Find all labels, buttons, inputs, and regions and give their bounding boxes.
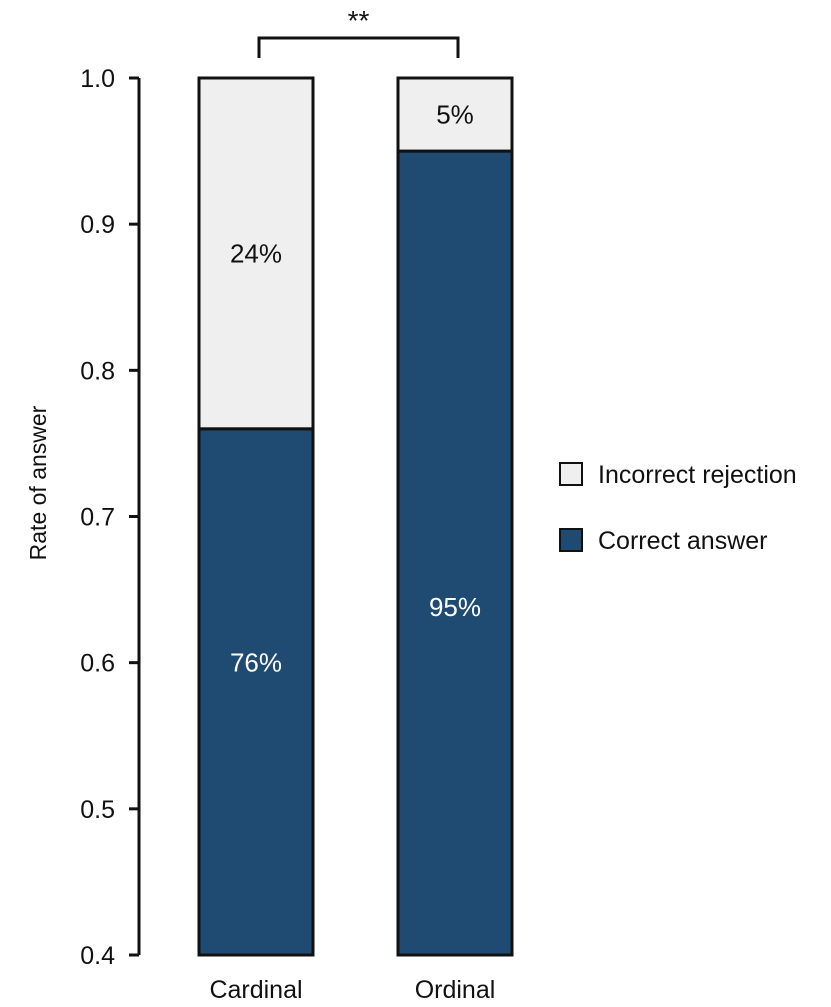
data-label: 95% xyxy=(429,592,481,622)
bracket-line xyxy=(257,36,460,58)
bar-segment-correct-answer xyxy=(396,149,514,957)
y-tick-label: 0.5 xyxy=(80,796,115,824)
data-label: 76% xyxy=(230,648,282,678)
data-label: 24% xyxy=(230,238,282,268)
x-tick-label: Ordinal xyxy=(415,976,496,1004)
legend-label: Correct answer xyxy=(598,527,768,555)
y-axis: 0.4 0.5 0.6 0.7 0.8 0.9 1.0 Cardinal Ordinal xyxy=(80,65,495,1004)
legend-swatch xyxy=(559,528,583,552)
y-tick-label: 1.0 xyxy=(80,65,115,93)
bar-segment-correct-answer xyxy=(197,427,315,957)
y-tick-label: 0.7 xyxy=(80,504,115,532)
x-tick-label: Cardinal xyxy=(209,976,302,1004)
bar-segment-incorrect-rejection xyxy=(197,76,315,431)
legend-swatch xyxy=(559,462,583,486)
legend-label: Incorrect rejection xyxy=(598,461,797,489)
y-tick-label: 0.9 xyxy=(80,211,115,239)
significance-label: ** xyxy=(348,5,370,36)
legend: Incorrect rejection Correct answer xyxy=(559,461,797,555)
significance-bracket: ** xyxy=(257,5,460,58)
bars xyxy=(197,76,514,957)
y-tick-label: 0.8 xyxy=(80,357,115,385)
bar-segment-incorrect-rejection xyxy=(396,76,514,153)
y-tick-label: 0.4 xyxy=(80,942,115,970)
y-axis-label: Rate of answer xyxy=(25,405,51,560)
data-label: 5% xyxy=(436,100,474,130)
data-labels: 76% 24% 95% 5% xyxy=(230,100,481,678)
y-tick-label: 0.6 xyxy=(80,650,115,678)
